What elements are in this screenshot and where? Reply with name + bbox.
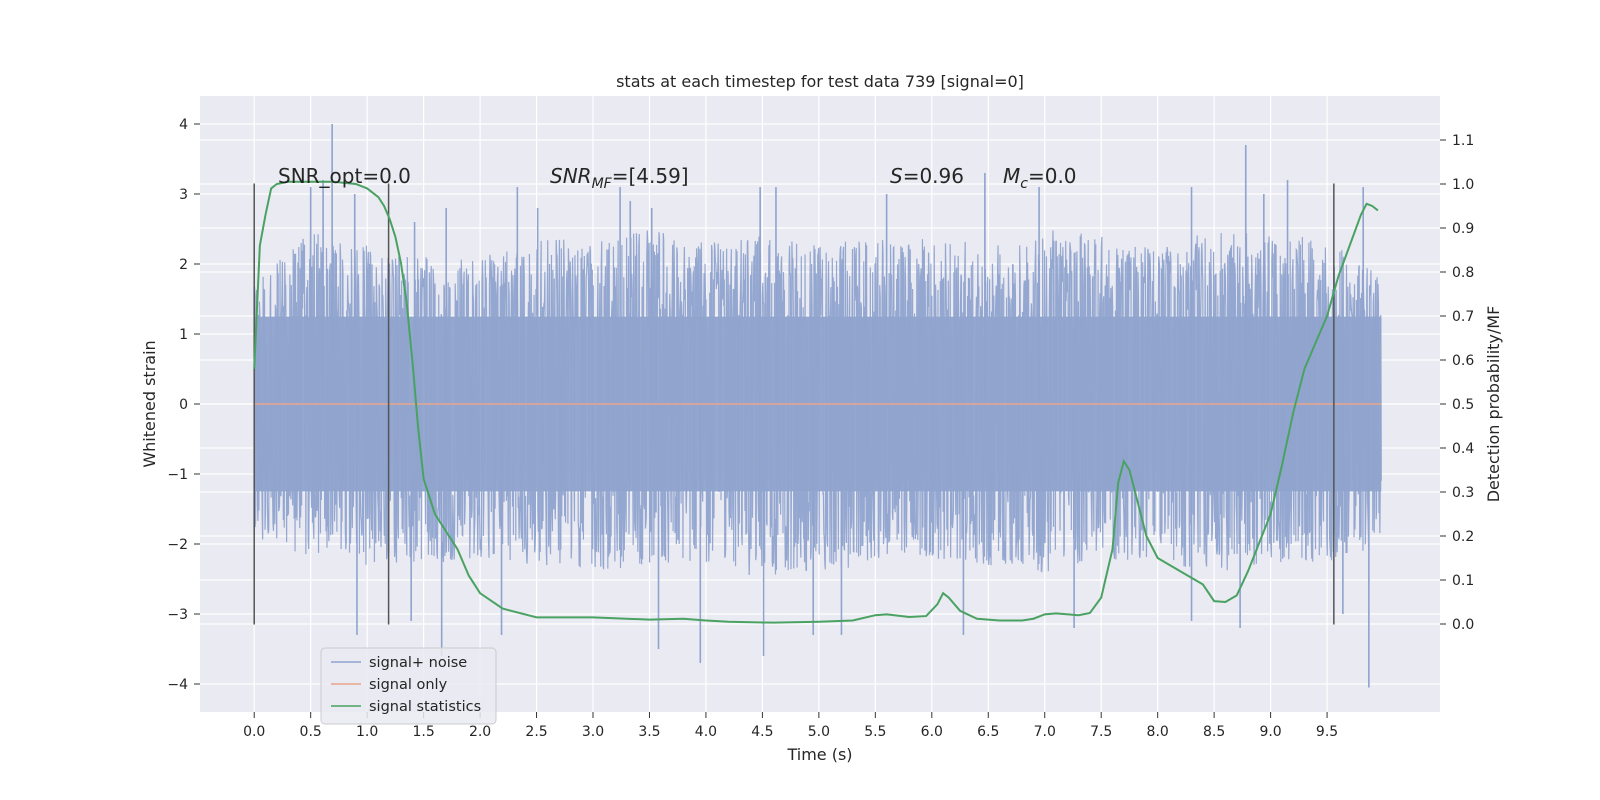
y-tick-label: −4 <box>167 677 188 693</box>
snr-mf-subscript: MF <box>592 176 613 192</box>
right-y-tick-label: 0.3 <box>1452 485 1474 501</box>
legend-label-signal-only: signal only <box>369 677 448 693</box>
x-tick-label: 5.0 <box>808 724 830 740</box>
x-tick-label: 7.0 <box>1034 724 1056 740</box>
right-y-tick-label: 0.0 <box>1452 617 1474 633</box>
x-tick-label: 8.0 <box>1147 724 1169 740</box>
y-tick-label: 4 <box>179 117 188 133</box>
y-tick-label: 1 <box>179 327 188 343</box>
annotation-snr-opt: SNR_opt=0.0 <box>278 164 411 188</box>
y-axis-ticks: 4 3 2 1 0 −1 −2 −3 −4 <box>167 117 200 693</box>
mc-label: M <box>1003 164 1020 188</box>
x-tick-label: 6.0 <box>921 724 943 740</box>
x-axis-ticks: 0.0 0.5 1.0 1.5 2.0 2.5 3.0 3.5 4.0 4.5 5.0 5.5 6.0 6… <box>243 712 1338 740</box>
annotation-mc: Mc=0.0 <box>1003 164 1077 192</box>
annotation-snr-mf: SNRMF=[4.59] <box>550 164 689 192</box>
right-y-tick-label: 1.1 <box>1452 133 1474 149</box>
vertical-markers <box>253 183 1335 625</box>
y-tick-label: 0 <box>179 397 188 413</box>
x-tick-label: 3.0 <box>582 724 604 740</box>
legend-box <box>320 647 497 725</box>
x-tick-label: 2.0 <box>469 724 491 740</box>
x-tick-label: 1.0 <box>356 724 378 740</box>
x-tick-label: 0.0 <box>243 724 265 740</box>
x-tick-label: 1.5 <box>412 724 434 740</box>
x-axis-label: Time (s) <box>786 745 852 764</box>
legend-label-signal-statistics: signal statistics <box>369 699 481 715</box>
right-y-tick-label: 0.5 <box>1452 397 1474 413</box>
right-y-tick-label: 0.2 <box>1452 529 1474 545</box>
right-y-tick-label: 0.1 <box>1452 573 1474 589</box>
x-tick-label: 2.5 <box>525 724 547 740</box>
s-label: S <box>890 164 903 188</box>
y-tick-label: −1 <box>167 467 188 483</box>
y-tick-label: −2 <box>167 537 188 553</box>
x-tick-label: 0.5 <box>300 724 322 740</box>
x-tick-label: 7.5 <box>1090 724 1112 740</box>
right-y-tick-label: 0.8 <box>1452 265 1474 281</box>
right-y-tick-label: 0.7 <box>1452 309 1474 325</box>
x-tick-label: 9.0 <box>1259 724 1281 740</box>
x-tick-label: 5.5 <box>864 724 886 740</box>
legend: signal+ noise signal only signal statist… <box>320 647 497 725</box>
s-value: =0.96 <box>903 164 964 188</box>
legend-label-signal-noise: signal+ noise <box>369 655 467 671</box>
mc-value: =0.0 <box>1028 164 1077 188</box>
x-tick-label: 9.5 <box>1316 724 1338 740</box>
y-tick-label: 2 <box>179 257 188 273</box>
right-y-tick-label: 1.0 <box>1452 177 1474 193</box>
y-tick-label: 3 <box>179 187 188 203</box>
x-tick-label: 6.5 <box>977 724 999 740</box>
y-axis-label: Whitened strain <box>140 340 159 467</box>
mc-subscript: c <box>1020 176 1028 192</box>
x-tick-label: 4.0 <box>695 724 717 740</box>
x-tick-label: 8.5 <box>1203 724 1225 740</box>
right-y-tick-label: 0.9 <box>1452 221 1474 237</box>
chart-title: stats at each timestep for test data 739… <box>616 72 1024 91</box>
x-tick-label: 4.5 <box>751 724 773 740</box>
snr-mf-label: SNR <box>550 164 592 188</box>
x-tick-label: 3.5 <box>638 724 660 740</box>
right-y-axis-label: Detection probability/MF <box>1484 306 1503 503</box>
signal-statistics-series <box>253 180 1379 624</box>
y-tick-label: −3 <box>167 607 188 623</box>
signal-statistics-line <box>253 180 1379 624</box>
right-y-axis-ticks: 1.1 1.0 0.9 0.8 0.7 0.6 0.5 0.4 0.3 0.2 0.1 0.0 <box>1440 133 1474 633</box>
snr-mf-value: =[4.59] <box>612 164 689 188</box>
right-y-tick-label: 0.4 <box>1452 441 1474 457</box>
annotation-s: S=0.96 <box>890 164 964 188</box>
right-y-tick-label: 0.6 <box>1452 353 1474 369</box>
